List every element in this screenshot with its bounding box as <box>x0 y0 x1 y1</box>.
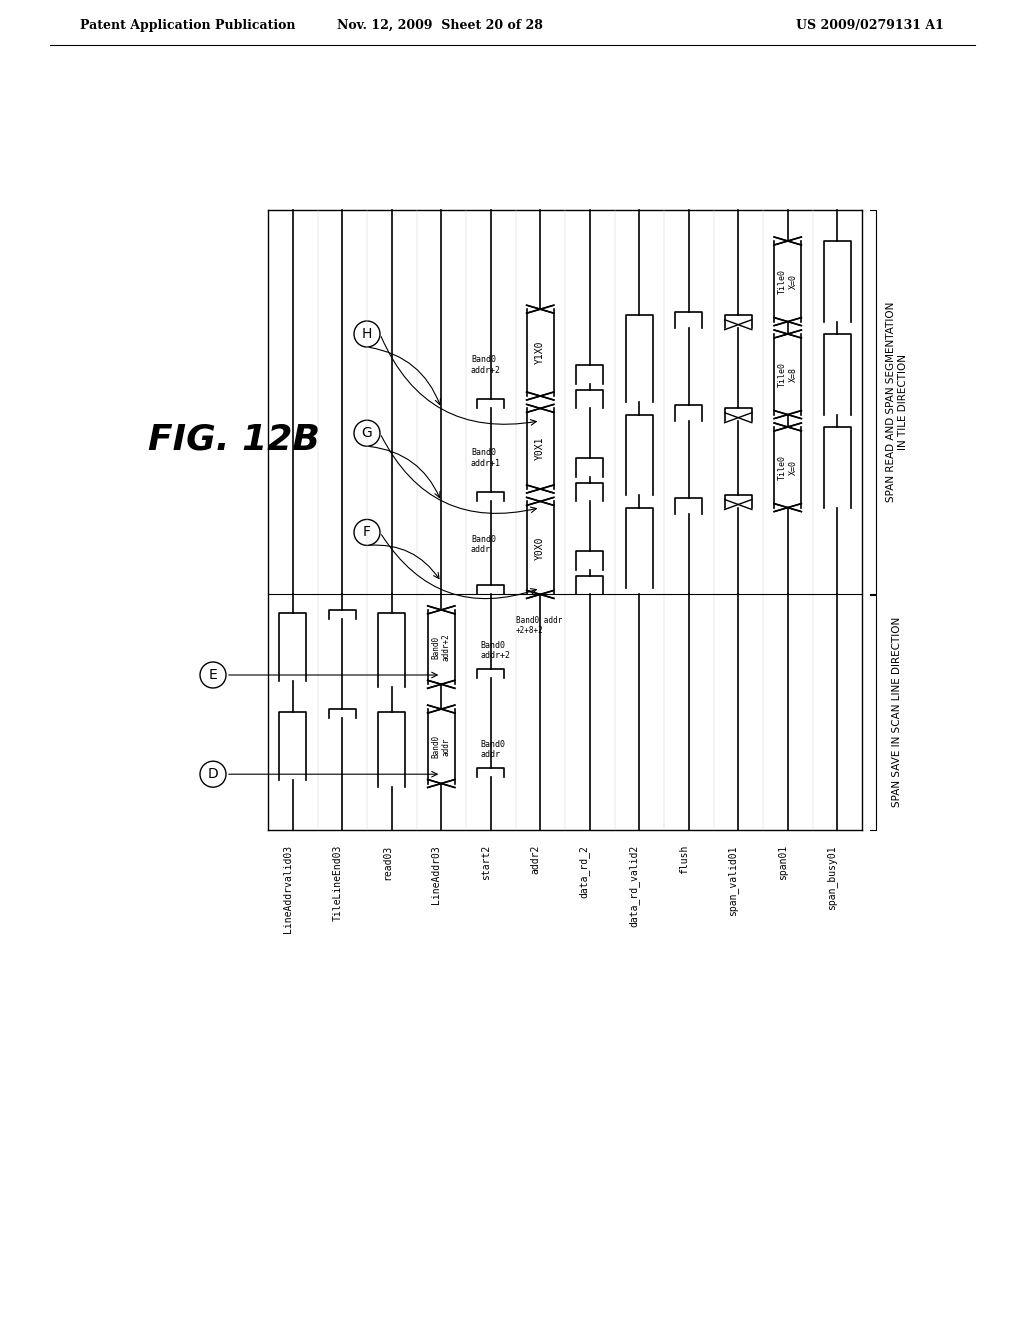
Text: TileLineEnd03: TileLineEnd03 <box>332 845 342 921</box>
Text: Tile0
X=0: Tile0 X=0 <box>778 455 798 479</box>
Text: Band0
addr: Band0 addr <box>471 535 496 554</box>
Text: Band0 addr
+2+8+2: Band0 addr +2+8+2 <box>515 615 562 635</box>
Text: Band0
addr: Band0 addr <box>431 735 451 758</box>
Text: F: F <box>362 525 371 540</box>
Text: Band0
addr+1: Band0 addr+1 <box>471 449 501 467</box>
Text: Y0X1: Y0X1 <box>536 437 545 461</box>
Text: Nov. 12, 2009  Sheet 20 of 28: Nov. 12, 2009 Sheet 20 of 28 <box>337 18 543 32</box>
Text: G: G <box>361 426 373 440</box>
Text: Band0
addr: Band0 addr <box>481 739 506 759</box>
Text: SPAN READ AND SPAN SEGMENTATION
IN TILE DIRECTION: SPAN READ AND SPAN SEGMENTATION IN TILE … <box>886 302 908 503</box>
Text: Band0
addr+2: Band0 addr+2 <box>431 634 451 661</box>
Text: span_valid01: span_valid01 <box>727 845 738 916</box>
Text: flush: flush <box>679 845 689 874</box>
Text: SPAN SAVE IN SCAN LINE DIRECTION: SPAN SAVE IN SCAN LINE DIRECTION <box>892 616 902 808</box>
Text: LineAddr03: LineAddr03 <box>431 845 441 904</box>
Text: span01: span01 <box>778 845 787 880</box>
Text: Band0
addr+2: Band0 addr+2 <box>471 355 501 375</box>
Text: Tile0
X=8: Tile0 X=8 <box>778 362 798 387</box>
Text: Tile0
X=0: Tile0 X=0 <box>778 269 798 294</box>
Text: US 2009/0279131 A1: US 2009/0279131 A1 <box>796 18 944 32</box>
Text: span_busy01: span_busy01 <box>826 845 838 909</box>
Text: E: E <box>209 668 217 682</box>
Text: Patent Application Publication: Patent Application Publication <box>80 18 296 32</box>
Text: D: D <box>208 767 218 781</box>
Text: addr2: addr2 <box>530 845 541 874</box>
Text: start2: start2 <box>480 845 490 880</box>
Text: LineAddrvalid03: LineAddrvalid03 <box>283 845 293 933</box>
Text: Band0
addr+2: Band0 addr+2 <box>481 640 511 660</box>
Text: data_rd_valid2: data_rd_valid2 <box>629 845 639 927</box>
Text: H: H <box>361 327 372 341</box>
Text: FIG. 12B: FIG. 12B <box>148 422 319 457</box>
Text: read03: read03 <box>382 845 392 880</box>
Text: Y1X0: Y1X0 <box>536 341 545 364</box>
Text: data_rd_2: data_rd_2 <box>579 845 590 898</box>
Text: Y0X0: Y0X0 <box>536 536 545 560</box>
